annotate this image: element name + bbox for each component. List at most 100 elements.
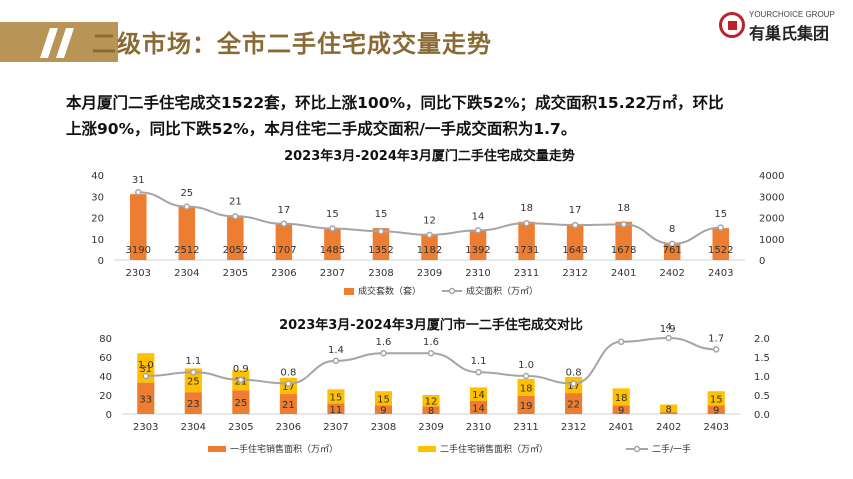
chart2-line-point — [617, 338, 625, 346]
chart2-line-point — [190, 368, 197, 376]
chart2-bar-resale-label: 15 — [330, 392, 343, 403]
chart2-bar-new-label: 14 — [472, 403, 485, 414]
chart1-line-label: 1352 — [368, 245, 393, 256]
chart1-line-label: 1522 — [708, 245, 733, 256]
chart2-bar-new-label: 23 — [187, 399, 200, 410]
chart2-bar-new — [422, 406, 440, 414]
chart2-legend-resale-label: 二手住宅销售面积（万㎡） — [440, 443, 548, 455]
chart2-bar-resale — [612, 388, 630, 406]
chart2-line-label: 0.8 — [566, 368, 582, 379]
chart2-bar-new — [612, 405, 630, 414]
chart1-ytick-right: 1000 — [759, 235, 784, 246]
chart2-bar-resale — [327, 389, 345, 404]
chart2-bar-resale-label: 15 — [710, 394, 723, 405]
chart1-bar — [178, 206, 196, 260]
chart1-ytick-left: 20 — [91, 214, 104, 225]
chart1-bar — [421, 234, 438, 260]
chart2-line-point — [665, 334, 672, 342]
chart2-legend-new-label: 一手住宅销售面积（万㎡） — [230, 443, 338, 455]
chart1-title: 2023年3月-2024年3月厦门二手住宅成交量走势 — [284, 148, 575, 164]
chart2-bar-resale — [374, 391, 393, 406]
chart1-bar — [324, 228, 341, 260]
chart1-bar-label: 18 — [617, 203, 630, 214]
chart1-bar-label: 15 — [375, 209, 388, 220]
chart2-bar-resale — [517, 378, 535, 396]
chart1-ytick-right: 2000 — [759, 214, 784, 225]
chart1-xtick: 2309 — [417, 268, 442, 279]
chart1-xtick: 2402 — [659, 268, 684, 279]
chart2-xtick: 2403 — [704, 422, 729, 433]
chart1-line-label: 1643 — [562, 245, 587, 256]
chart1-legend-bar-label: 成交套数（套） — [358, 285, 421, 297]
chart2-line-label: 1.4 — [328, 345, 344, 356]
chart2-xtick: 2303 — [133, 422, 158, 433]
chart1-line-point — [474, 227, 482, 234]
chart2-line-point — [142, 372, 150, 380]
chart2-bar-new — [565, 393, 583, 414]
chart1-bar-label: 15 — [326, 209, 339, 220]
chart2-line-point — [475, 368, 482, 376]
chart1-line-point — [280, 220, 288, 227]
chart2-line-label: 1.6 — [376, 337, 392, 348]
chart1-xtick: 2304 — [174, 268, 199, 279]
chart1-bar — [372, 228, 390, 260]
chart2-bar-new-label: 25 — [234, 398, 247, 409]
chart2-bar-new — [184, 392, 202, 414]
chart2-ytick-right: 1.5 — [754, 353, 770, 364]
chart2-line-label: 1.1 — [471, 356, 487, 367]
chart1-bar-label: 8 — [669, 224, 675, 235]
chart2-ytick-right: 0.5 — [754, 391, 770, 402]
chart2-line-point — [237, 376, 245, 384]
chart2-line-point — [570, 380, 577, 387]
chart1-line-point — [571, 221, 579, 229]
chart1-ytick-right: 3000 — [759, 192, 784, 203]
chart1-line-point — [426, 231, 433, 239]
chart2-ytick-right: 0.0 — [754, 410, 770, 421]
chart1-legend-line-label: 成交面积（万㎡） — [466, 285, 538, 297]
chart1-line-label: 1731 — [514, 245, 539, 256]
chart2-xtick: 2309 — [418, 422, 443, 433]
chart1-line-point — [135, 188, 142, 196]
chart2-bar-resale-label: 31 — [139, 364, 152, 375]
chart2-ytick-left: 60 — [99, 353, 112, 364]
chart1-bar — [227, 215, 244, 260]
chart2-bar-new-label: 9 — [618, 406, 624, 417]
chart2-annotation: 1.9 — [660, 324, 676, 335]
chart2-line-point — [285, 380, 292, 387]
chart1-bar-label: 18 — [520, 203, 533, 214]
chart2-line-label: 1.7 — [708, 333, 724, 344]
chart2-xtick: 2312 — [561, 422, 586, 433]
chart2-bar-new-label: 9 — [380, 406, 386, 417]
chart2-line-point — [380, 349, 387, 357]
chart1-bar-label: 21 — [229, 196, 242, 207]
chart2-bar-new-label: 9 — [713, 406, 719, 417]
chart2-line-label: 1.0 — [138, 360, 154, 371]
chart1-xtick: 2305 — [223, 268, 248, 279]
chart1-xtick: 2311 — [514, 268, 539, 279]
chart1-line-point — [232, 213, 239, 220]
chart2-bar-resale — [660, 404, 678, 413]
chart2-bar-new-label: 33 — [139, 394, 152, 405]
chart1-ytick-left: 40 — [91, 171, 104, 182]
chart2-bar-resale-label: 18 — [615, 393, 628, 404]
chart2-line-label: 0.8 — [280, 368, 296, 379]
chart2-legend-resale-swatch — [418, 446, 436, 452]
chart1-bar-label: 25 — [180, 188, 193, 199]
chart2-line-point — [332, 357, 340, 365]
chart1-line-label: 1182 — [417, 245, 442, 256]
chart1-xtick: 2306 — [271, 268, 296, 279]
chart1-line-point — [668, 240, 676, 248]
chart1-bar — [130, 194, 147, 260]
chart1-ytick-right: 4000 — [759, 171, 784, 182]
chart2-bar-new — [327, 403, 345, 414]
chart1-line-point — [377, 228, 385, 235]
chart2-line-label: 0.9 — [233, 364, 249, 375]
chart2-xtick: 2306 — [276, 422, 301, 433]
chart1-line-label: 1485 — [320, 245, 345, 256]
chart1-xtick: 2403 — [708, 268, 733, 279]
chart1-bar — [615, 221, 632, 260]
chart2-ytick-right: 2.0 — [754, 334, 770, 345]
chart2-bar-new-label: 22 — [567, 400, 580, 411]
company-logo: YOURCHOICE GROUP 有巢氏集团 — [719, 10, 839, 44]
